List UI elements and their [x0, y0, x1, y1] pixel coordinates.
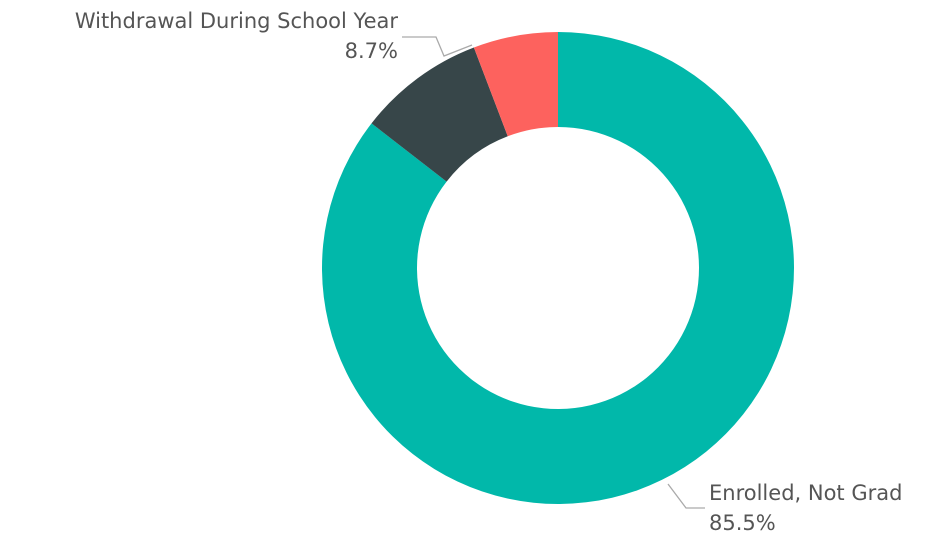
- data-label-withdrawal-category: Withdrawal During School Year: [75, 9, 399, 33]
- data-label-enrolled-value: 85.5%: [709, 511, 776, 535]
- donut-slices: [321, 32, 794, 504]
- leader-line-enrolled: [667, 483, 705, 509]
- slice-withdrawal-during-school-year: [371, 47, 508, 182]
- slice-enrolled-not-grad: [321, 32, 794, 504]
- slice-other: [473, 32, 558, 137]
- data-label-enrolled-category: Enrolled, Not Grad: [709, 481, 902, 505]
- leader-line-withdrawal: [402, 36, 473, 57]
- data-label-withdrawal-value: 8.7%: [345, 39, 398, 63]
